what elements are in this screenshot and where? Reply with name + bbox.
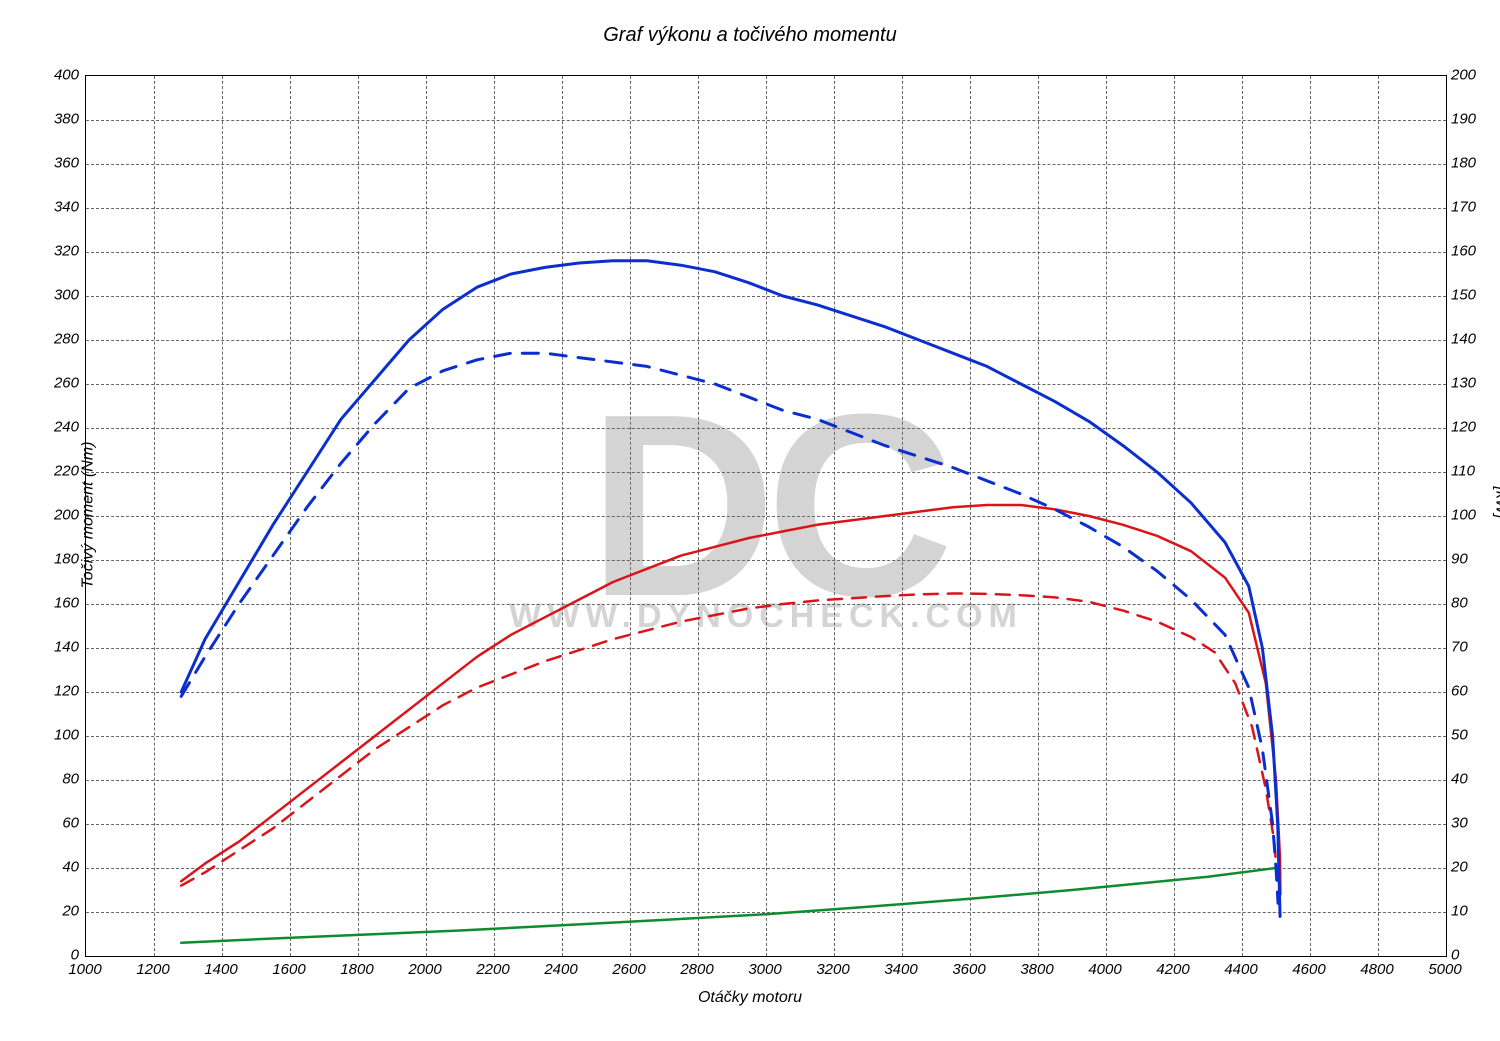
y-left-axis-label: Točivý moment (Nm) [79,442,97,589]
y-left-tick-label: 200 [45,507,79,524]
grid-line-horizontal [86,648,1446,649]
y-right-tick-label: 90 [1451,551,1468,568]
grid-line-horizontal [86,428,1446,429]
series-losses [181,868,1276,943]
x-tick-label: 2000 [408,961,441,978]
x-tick-label: 4000 [1088,961,1121,978]
x-tick-label: 3400 [884,961,917,978]
grid-line-horizontal [86,296,1446,297]
grid-line-horizontal [86,516,1446,517]
y-left-tick-label: 220 [45,463,79,480]
y-left-tick-label: 340 [45,199,79,216]
y-left-tick-label: 100 [45,727,79,744]
y-left-tick-label: 280 [45,331,79,348]
y-right-tick-label: 20 [1451,859,1468,876]
chart-title: Graf výkonu a točivého momentu [0,24,1500,47]
y-left-tick-label: 400 [45,67,79,84]
y-right-tick-label: 130 [1451,375,1476,392]
grid-line-horizontal [86,780,1446,781]
x-tick-label: 3000 [748,961,781,978]
x-tick-label: 5000 [1428,961,1461,978]
x-tick-label: 4200 [1156,961,1189,978]
y-left-tick-label: 180 [45,551,79,568]
y-right-axis-label: Celkový výkon [kW] [1491,487,1500,544]
x-tick-label: 1200 [136,961,169,978]
y-right-tick-label: 70 [1451,639,1468,656]
x-tick-label: 3200 [816,961,849,978]
grid-line-horizontal [86,824,1446,825]
x-tick-label: 2200 [476,961,509,978]
y-left-tick-label: 60 [45,815,79,832]
grid-line-horizontal [86,164,1446,165]
y-right-tick-label: 140 [1451,331,1476,348]
x-tick-label: 4400 [1224,961,1257,978]
y-right-tick-label: 180 [1451,155,1476,172]
y-right-tick-label: 50 [1451,727,1468,744]
series-torque-stock [181,353,1278,903]
y-left-tick-label: 140 [45,639,79,656]
y-right-tick-label: 100 [1451,507,1476,524]
x-axis-label: Otáčky motoru [698,989,802,1007]
x-tick-label: 4800 [1360,961,1393,978]
grid-line-horizontal [86,340,1446,341]
y-left-tick-label: 260 [45,375,79,392]
y-left-tick-label: 300 [45,287,79,304]
y-right-tick-label: 160 [1451,243,1476,260]
y-left-tick-label: 80 [45,771,79,788]
y-right-tick-label: 10 [1451,903,1468,920]
series-power-stock [181,593,1278,885]
x-tick-label: 1800 [340,961,373,978]
grid-line-horizontal [86,384,1446,385]
x-tick-label: 3600 [952,961,985,978]
y-left-tick-label: 20 [45,903,79,920]
y-right-tick-label: 190 [1451,111,1476,128]
y-right-tick-label: 170 [1451,199,1476,216]
plot-area: DC WWW.DYNOCHECK.COM [85,75,1447,957]
y-right-tick-label: 40 [1451,771,1468,788]
series-power-tuned [181,505,1280,894]
y-right-tick-label: 150 [1451,287,1476,304]
chart-container: Graf výkonu a točivého momentu DC WWW.DY… [0,0,1500,1041]
grid-line-horizontal [86,736,1446,737]
y-right-tick-label: 120 [1451,419,1476,436]
grid-line-horizontal [86,472,1446,473]
y-right-tick-label: 0 [1451,947,1459,964]
y-right-tick-label: 60 [1451,683,1468,700]
series-torque-tuned [181,261,1280,917]
x-tick-label: 2600 [612,961,645,978]
grid-line-horizontal [86,252,1446,253]
x-tick-label: 3800 [1020,961,1053,978]
y-left-tick-label: 120 [45,683,79,700]
y-right-tick-label: 30 [1451,815,1468,832]
y-left-tick-label: 0 [45,947,79,964]
x-tick-label: 2800 [680,961,713,978]
x-tick-label: 1000 [68,961,101,978]
grid-line-horizontal [86,120,1446,121]
y-left-tick-label: 360 [45,155,79,172]
x-tick-label: 1400 [204,961,237,978]
grid-line-horizontal [86,560,1446,561]
y-left-tick-label: 380 [45,111,79,128]
grid-line-horizontal [86,912,1446,913]
x-tick-label: 1600 [272,961,305,978]
y-left-tick-label: 240 [45,419,79,436]
x-tick-label: 4600 [1292,961,1325,978]
y-left-tick-label: 40 [45,859,79,876]
grid-line-horizontal [86,604,1446,605]
y-right-tick-label: 110 [1451,463,1475,480]
y-left-tick-label: 160 [45,595,79,612]
grid-line-horizontal [86,868,1446,869]
y-right-tick-label: 200 [1451,67,1476,84]
y-right-tick-label: 80 [1451,595,1468,612]
x-tick-label: 2400 [544,961,577,978]
y-left-tick-label: 320 [45,243,79,260]
grid-line-horizontal [86,692,1446,693]
grid-line-horizontal [86,208,1446,209]
